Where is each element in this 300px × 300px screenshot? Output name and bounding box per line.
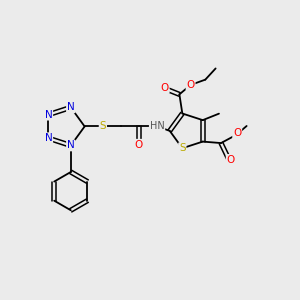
- Text: N: N: [44, 110, 52, 120]
- Text: S: S: [100, 122, 106, 131]
- Text: O: O: [226, 155, 235, 165]
- Text: O: O: [135, 140, 143, 150]
- Text: N: N: [44, 133, 52, 143]
- Text: HN: HN: [150, 122, 164, 131]
- Text: S: S: [179, 143, 186, 153]
- Text: N: N: [67, 140, 75, 151]
- Text: O: O: [160, 82, 169, 93]
- Text: N: N: [67, 102, 75, 112]
- Text: O: O: [187, 80, 195, 90]
- Text: O: O: [233, 128, 241, 138]
